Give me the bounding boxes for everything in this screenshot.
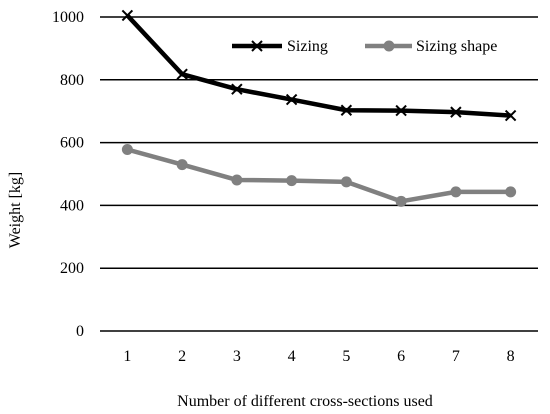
data-point [395, 104, 407, 117]
legend-item: Sizing shape [365, 38, 497, 55]
x-tick-label: 2 [178, 348, 186, 365]
data-point [176, 68, 188, 80]
x-axis-title: Number of different cross-sections used [177, 393, 433, 410]
data-point [504, 109, 517, 122]
marker-stroke [251, 40, 263, 52]
series-sizing-shape [121, 144, 517, 207]
x-tick-label: 5 [342, 348, 350, 365]
y-axis-title: Weight [kg] [7, 172, 24, 248]
marker-stroke [176, 68, 188, 80]
y-tick-label: 1000 [52, 9, 84, 26]
x-tick-label: 8 [507, 348, 515, 365]
series-sizing [121, 9, 517, 122]
data-point [450, 186, 462, 198]
series-layer [121, 9, 517, 207]
marker-stroke [504, 109, 517, 122]
legend: Sizing Sizing shape [232, 38, 497, 55]
data-point [176, 159, 188, 171]
x-tick-label: 1 [123, 348, 131, 365]
series-line [126, 147, 511, 204]
legend-marker [383, 40, 395, 52]
x-tick-label: 7 [452, 348, 460, 365]
y-tick-label: 400 [60, 197, 84, 214]
legend-label: Sizing shape [416, 38, 497, 55]
marker-stroke [231, 83, 243, 95]
data-point [231, 174, 243, 186]
x-tick-label: 6 [397, 348, 405, 365]
data-point [286, 175, 298, 187]
marker-stroke [450, 106, 462, 118]
y-tick-label: 200 [60, 260, 84, 277]
data-point [505, 186, 517, 198]
data-point [340, 176, 352, 188]
marker-stroke [285, 93, 298, 106]
data-point [285, 93, 298, 106]
legend-label: Sizing [287, 38, 328, 55]
legend-marker [251, 40, 263, 52]
x-tick-labels: 1 2 3 4 5 6 7 8 [123, 348, 514, 365]
marker-stroke [121, 9, 134, 22]
x-tick-label: 4 [288, 348, 296, 365]
data-point [121, 144, 133, 156]
legend-item: Sizing [232, 38, 328, 55]
y-tick-label: 800 [60, 72, 84, 89]
y-tick-label: 0 [76, 323, 84, 340]
marker-stroke [340, 104, 353, 116]
data-point [121, 9, 134, 22]
data-point [395, 195, 407, 207]
x-tick-label: 3 [233, 348, 241, 365]
y-tick-label: 600 [60, 135, 84, 152]
gridlines [100, 16, 538, 332]
y-tick-labels: 0 200 400 600 800 1000 [52, 9, 84, 340]
data-point [450, 106, 462, 118]
series-line [125, 13, 511, 118]
data-point [340, 104, 353, 116]
data-point [231, 83, 243, 95]
marker-stroke [395, 104, 407, 117]
